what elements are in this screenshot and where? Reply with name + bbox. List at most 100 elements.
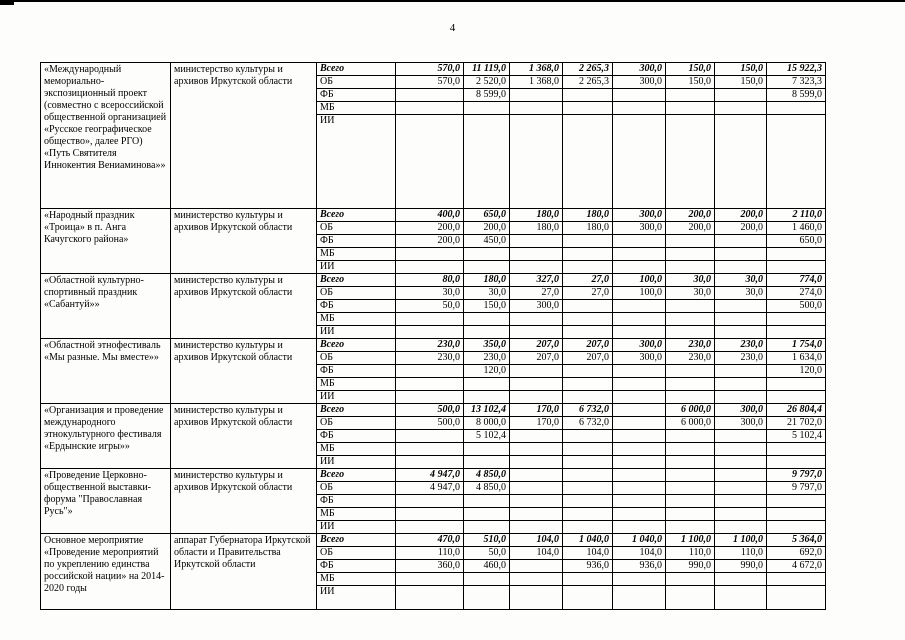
budget-row: МБ [41,101,826,115]
amount-cell [665,325,715,339]
amount-cell: 150,0 [665,62,715,76]
amount-cell: 1 634,0 [766,351,826,365]
executor-cell: министерство культуры и архивов Иркутско… [170,403,317,469]
amount-cell [665,585,715,610]
amount-cell: 15 922,3 [766,62,826,76]
amount-cell: 104,0 [509,546,563,560]
amount-cell [714,114,767,209]
amount-cell [562,429,613,443]
amount-cell [714,481,767,495]
amount-cell: 8 599,0 [463,88,510,102]
amount-cell [562,364,613,378]
amount-cell: 30,0 [395,286,464,300]
amount-cell [714,299,767,313]
amount-cell: 8 599,0 [766,88,826,102]
amount-cell: 30,0 [714,286,767,300]
amount-cell: 100,0 [612,273,666,287]
amount-cell: 510,0 [463,533,510,547]
budget-row: «Организация и проведение международного… [40,403,826,469]
budget-row: ОБ 30,0 30,0 27,0 27,0 100,0 30,0 30,0 274,0 [41,286,826,300]
amount-cell [665,114,715,209]
amount-cell: 230,0 [714,338,767,352]
amount-cell: 230,0 [395,351,464,365]
amount-cell: 6 732,0 [562,403,613,417]
amount-cell [714,494,767,508]
funding-source-label: ИИ [316,520,396,534]
amount-cell: 180,0 [463,273,510,287]
amount-cell [665,429,715,443]
amount-cell: 450,0 [463,234,510,248]
amount-cell [509,247,563,261]
amount-cell [395,442,464,456]
amount-cell: 350,0 [463,338,510,352]
funding-source-label: МБ [316,442,396,456]
budget-row: МБ [41,312,826,326]
amount-cell [509,455,563,469]
amount-cell [714,325,767,339]
amount-cell [463,101,510,115]
amount-cell [714,377,767,391]
budget-row: «Народный праздник «Троица» в п. Анга Ка… [40,208,826,274]
amount-cell [612,101,666,115]
amount-cell [714,101,767,115]
amount-cell [612,234,666,248]
amount-cell [509,364,563,378]
amount-cell: 230,0 [665,351,715,365]
funding-source-label: ФБ [316,559,396,573]
amount-cell [395,114,464,209]
amount-cell [562,312,613,326]
amount-cell: 230,0 [665,338,715,352]
amount-cell: 30,0 [665,273,715,287]
amount-cell [562,377,613,391]
amount-cell [463,507,510,521]
amount-cell [612,442,666,456]
funding-source-label: ОБ [316,221,396,235]
amount-cell [509,114,563,209]
amount-cell [509,325,563,339]
amount-cell: 500,0 [395,416,464,430]
amount-cell [509,234,563,248]
amount-cell [463,585,510,610]
funding-source-label: ИИ [316,325,396,339]
amount-cell: 300,0 [509,299,563,313]
amount-cell [395,455,464,469]
amount-cell [463,377,510,391]
amount-cell: 50,0 [395,299,464,313]
amount-cell [395,247,464,261]
amount-cell: 7 323,3 [766,75,826,89]
amount-cell [612,416,666,430]
amount-cell [395,377,464,391]
amount-cell: 27,0 [509,286,563,300]
amount-cell: 180,0 [562,221,613,235]
amount-cell: 30,0 [714,273,767,287]
funding-source-label: МБ [316,507,396,521]
amount-cell: 13 102,4 [463,403,510,417]
amount-cell [562,234,613,248]
amount-cell [612,364,666,378]
amount-cell [766,390,826,404]
amount-cell: 9 797,0 [766,481,826,495]
amount-cell: 6 000,0 [665,416,715,430]
amount-cell: 1 368,0 [509,62,563,76]
amount-cell: 27,0 [562,286,613,300]
amount-cell [612,572,666,586]
amount-cell [665,442,715,456]
amount-cell: 180,0 [562,208,613,222]
funding-source-label: ФБ [316,494,396,508]
amount-cell [766,520,826,534]
amount-cell: 9 797,0 [766,468,826,482]
amount-cell [395,101,464,115]
executor-cell: министерство культуры и архивов Иркутско… [170,273,317,339]
amount-cell: 100,0 [612,286,666,300]
amount-cell: 2 520,0 [463,75,510,89]
amount-cell [612,299,666,313]
amount-cell [509,559,563,573]
amount-cell [395,572,464,586]
amount-cell [395,390,464,404]
amount-cell [509,88,563,102]
amount-cell: 5 102,4 [463,429,510,443]
amount-cell [562,101,613,115]
program-name-cell: «Проведение Церковно-общественной выстав… [40,468,171,534]
funding-source-label: Всего [316,62,396,76]
